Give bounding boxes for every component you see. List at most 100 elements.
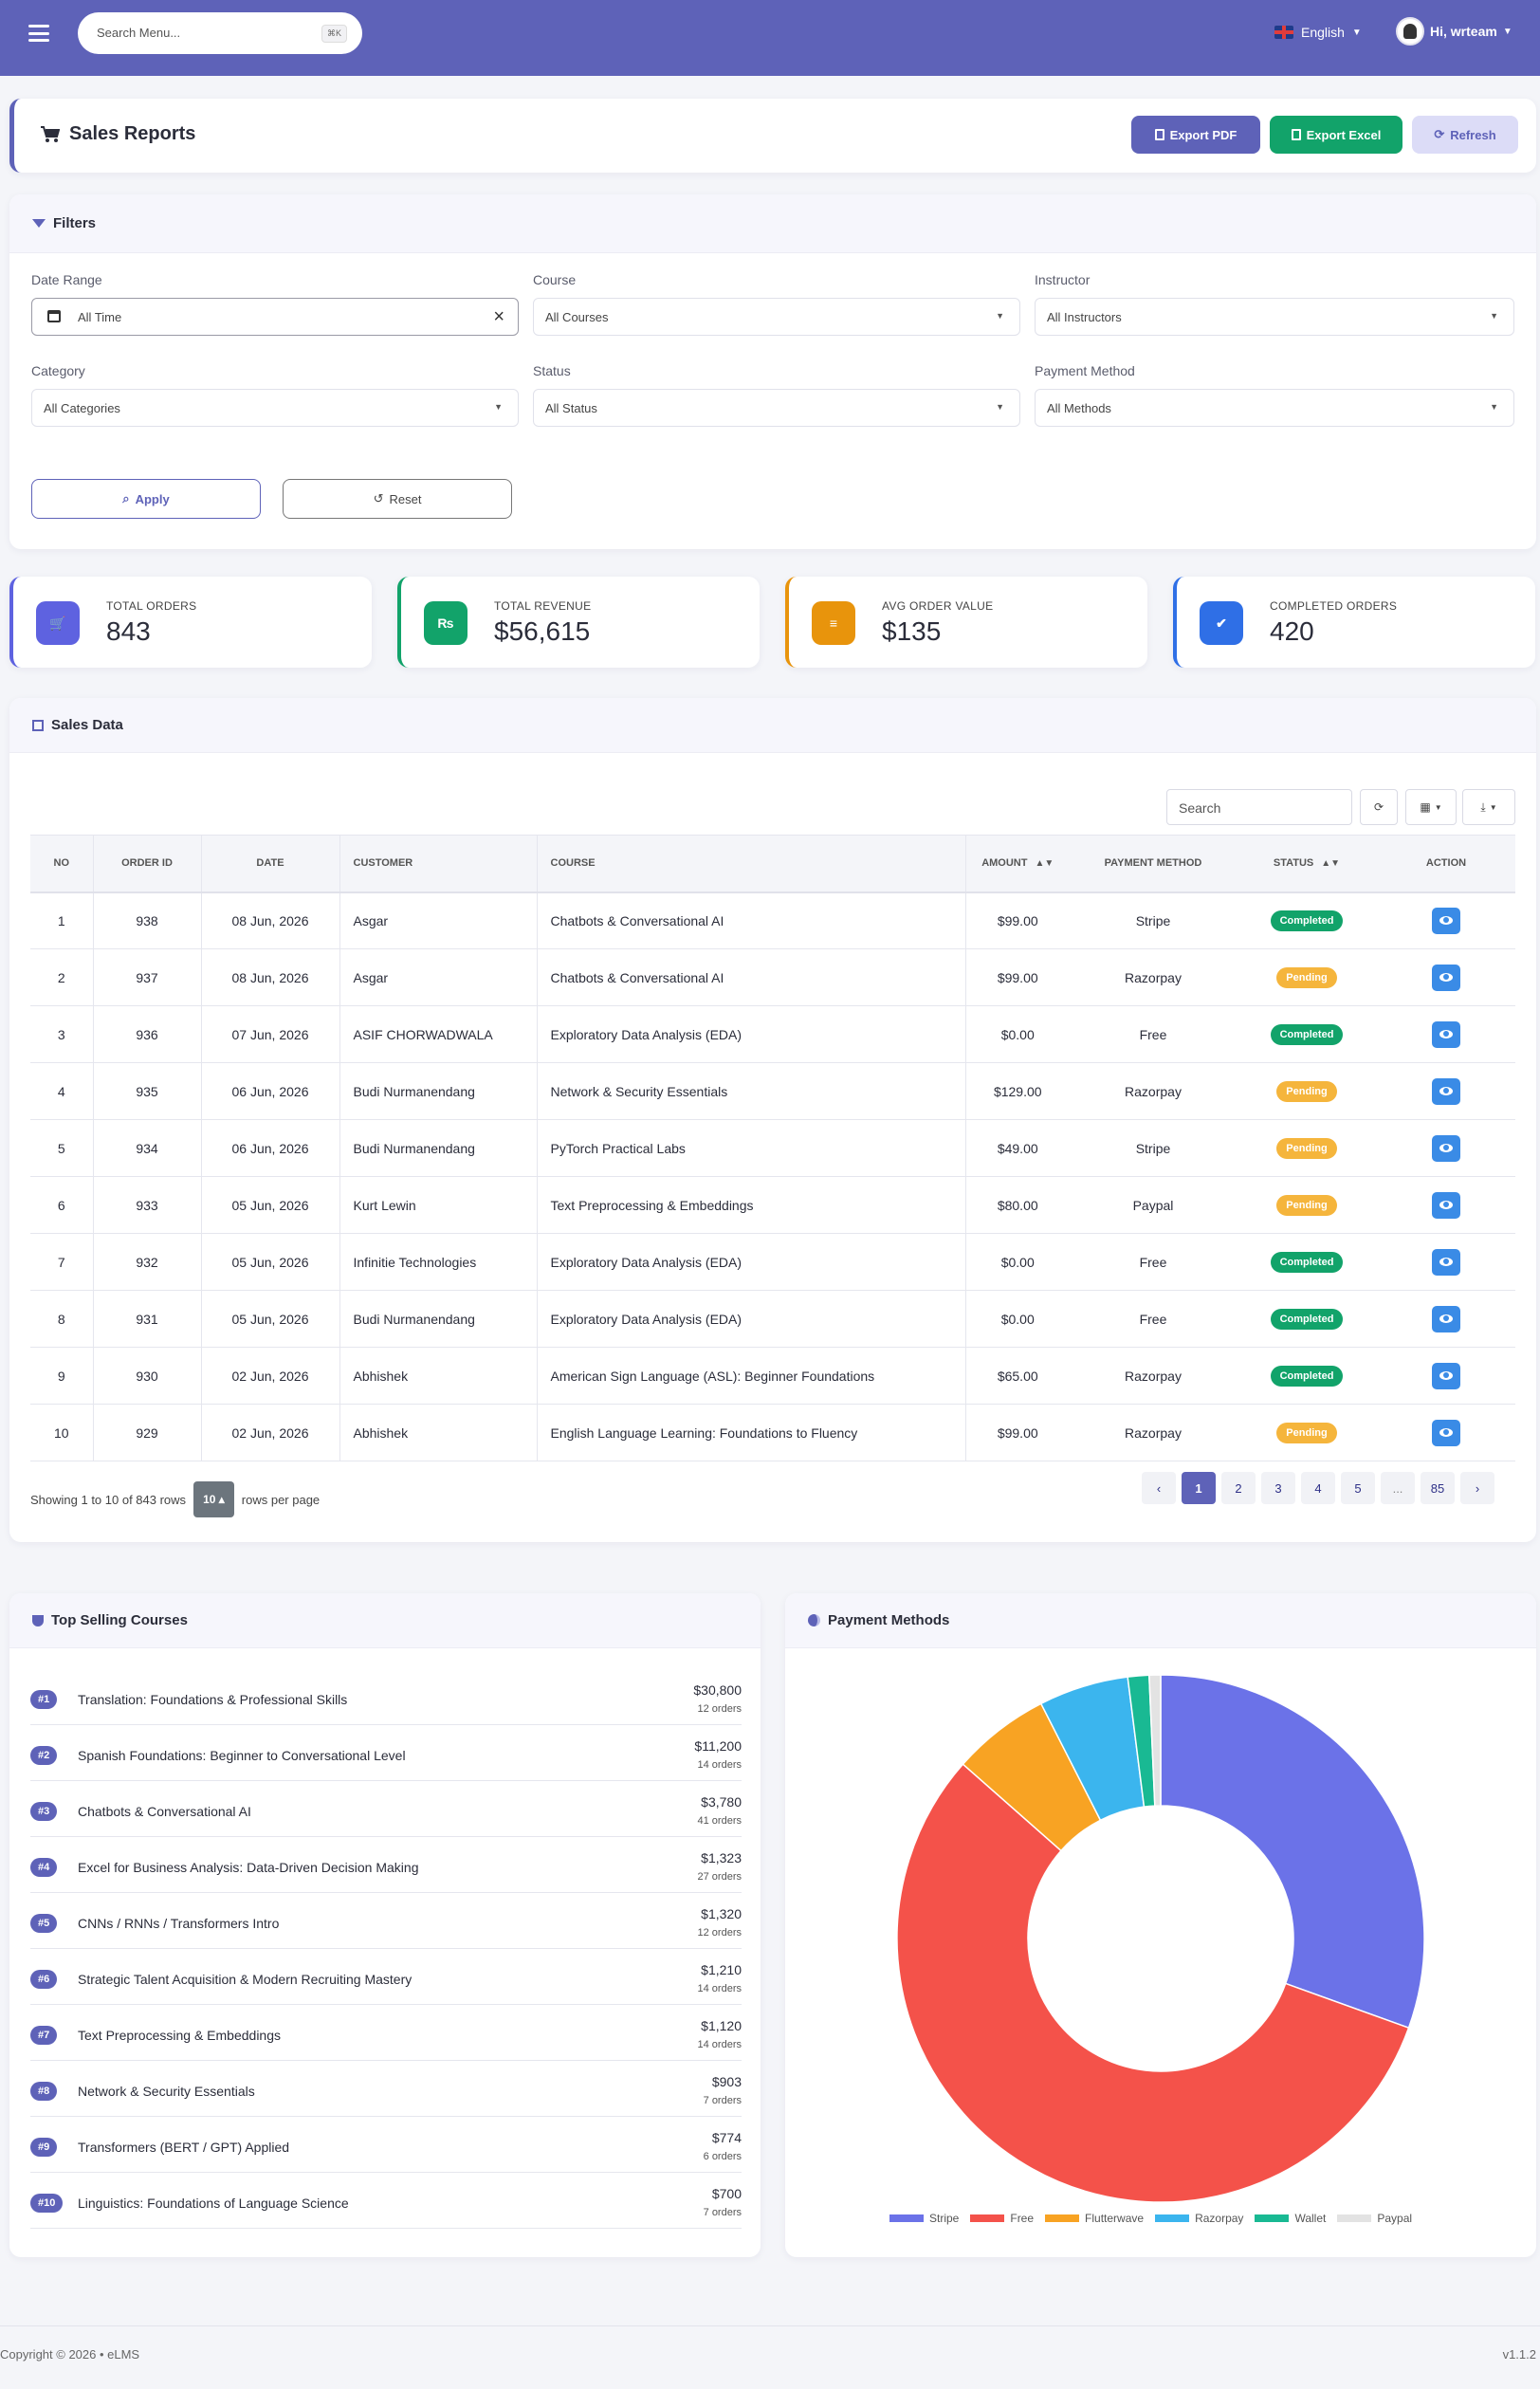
pie-slice-stripe[interactable]	[1160, 1674, 1425, 2030]
cell-date: 08 Jun, 2026	[200, 891, 339, 949]
per-page-select[interactable]: 10 ▴	[193, 1481, 234, 1517]
legend-item-wallet[interactable]: Wallet	[1255, 2212, 1326, 2225]
cell-status: Completed	[1237, 1347, 1377, 1405]
view-eye-icon[interactable]	[1432, 907, 1460, 934]
cell-no: 9	[30, 1347, 93, 1405]
instructor-label: Instructor	[1035, 272, 1091, 287]
table-search-input[interactable]: Search	[1166, 789, 1352, 825]
legend-item-flutterwave[interactable]: Flutterwave	[1045, 2212, 1144, 2225]
col-amount-label: AMOUNT	[981, 857, 1028, 870]
refresh-button[interactable]: ⟳ Refresh	[1412, 116, 1518, 154]
cell-status: Completed	[1237, 1290, 1377, 1348]
course-name: CNNs / RNNs / Transformers Intro	[78, 1916, 280, 1931]
view-eye-icon[interactable]	[1432, 964, 1460, 991]
menu-icon[interactable]	[28, 25, 49, 42]
page-button[interactable]: 2	[1221, 1472, 1256, 1504]
version-text: v1.1.2	[1502, 2347, 1536, 2361]
next-page-button[interactable]: ›	[1460, 1472, 1494, 1504]
col-status[interactable]: STATUS ▲▼	[1237, 835, 1377, 893]
export-pdf-button[interactable]: Export PDF	[1131, 116, 1260, 154]
page-button: ...	[1381, 1472, 1415, 1504]
apply-button[interactable]: ⌕ Apply	[31, 479, 261, 519]
export-pdf-label: Export PDF	[1169, 127, 1238, 142]
date-range-field[interactable]: All Time ×	[31, 298, 519, 336]
status-badge: Pending	[1276, 1194, 1337, 1216]
page-button[interactable]: 3	[1261, 1472, 1295, 1504]
menu-search-input[interactable]: Search Menu... ⌘K	[78, 12, 362, 54]
view-eye-icon[interactable]	[1432, 1362, 1460, 1389]
course-select[interactable]: All Courses ▼	[533, 298, 1020, 336]
cell-status: Pending	[1237, 1119, 1377, 1177]
col-amount[interactable]: AMOUNT ▲▼	[964, 835, 1070, 893]
view-eye-icon[interactable]	[1432, 1191, 1460, 1219]
page-button[interactable]: 1	[1182, 1472, 1216, 1504]
table-row: 10 929 02 Jun, 2026 Abhishek English Languag…	[30, 1404, 1515, 1461]
payment-methods-card: Payment Methods Stripe Free Flutterwave Raz…	[785, 1593, 1536, 2257]
course-orders: 6 orders	[703, 2151, 742, 2162]
page-button[interactable]: 85	[1421, 1472, 1455, 1504]
cell-action	[1377, 1290, 1515, 1348]
cell-order-id: 929	[92, 1404, 201, 1461]
payment-methods-title-text: Payment Methods	[828, 1612, 950, 1628]
legend-item-free[interactable]: Free	[970, 2212, 1034, 2225]
language-selector[interactable]: English ▼	[1274, 25, 1362, 40]
course-orders: 14 orders	[697, 1759, 742, 1771]
columns-toggle-button[interactable]: ▦ ▼	[1405, 789, 1457, 825]
refresh-label: Refresh	[1450, 127, 1496, 142]
cell-amount: $0.00	[964, 1005, 1070, 1063]
course-orders: 7 orders	[703, 2095, 742, 2106]
view-eye-icon[interactable]	[1432, 1077, 1460, 1105]
legend-swatch	[1045, 2214, 1080, 2222]
prev-page-button[interactable]: ‹	[1142, 1472, 1176, 1504]
category-label: Category	[31, 363, 85, 378]
view-eye-icon[interactable]	[1432, 1419, 1460, 1446]
legend-item-stripe[interactable]: Stripe	[889, 2212, 959, 2225]
col-order-id[interactable]: ORDER ID	[92, 835, 201, 893]
list-item: #1 Translation: Foundations & Professiona…	[30, 1669, 742, 1725]
page-button[interactable]: 5	[1341, 1472, 1375, 1504]
user-menu[interactable]: Hi, wrteam ▼	[1396, 17, 1512, 46]
payment-method-select[interactable]: All Methods ▼	[1035, 389, 1514, 427]
user-greeting: Hi, wrteam	[1430, 24, 1497, 39]
legend-item-razorpay[interactable]: Razorpay	[1155, 2212, 1243, 2225]
file-pdf-icon	[1154, 129, 1164, 140]
legend-label: Free	[1010, 2212, 1035, 2225]
reset-button[interactable]: ↺ Reset	[283, 479, 512, 519]
filters-header: Filters	[9, 194, 1536, 253]
payment-methods-donut-chart	[896, 1674, 1425, 2203]
legend-item-paypal[interactable]: Paypal	[1337, 2212, 1412, 2225]
rank-badge: #8	[30, 2082, 58, 2101]
col-customer[interactable]: CUSTOMER	[339, 835, 537, 893]
col-no[interactable]: NO	[30, 835, 93, 893]
course-revenue: $11,200	[694, 1738, 742, 1754]
filters-title: Filters	[32, 215, 96, 231]
view-eye-icon[interactable]	[1432, 1020, 1460, 1048]
cell-payment-method: Razorpay	[1070, 1062, 1237, 1120]
table-refresh-button[interactable]: ⟳	[1360, 789, 1398, 825]
category-select[interactable]: All Categories ▼	[31, 389, 519, 427]
cell-date: 02 Jun, 2026	[200, 1404, 339, 1461]
view-eye-icon[interactable]	[1432, 1248, 1460, 1276]
cell-amount: $65.00	[964, 1347, 1070, 1405]
cell-payment-method: Free	[1070, 1005, 1237, 1063]
col-course[interactable]: COURSE	[536, 835, 965, 893]
clear-icon[interactable]: ×	[493, 306, 504, 327]
course-revenue: $1,323	[701, 1850, 742, 1865]
instructor-select[interactable]: All Instructors ▼	[1035, 298, 1514, 336]
view-eye-icon[interactable]	[1432, 1134, 1460, 1162]
export-excel-button[interactable]: Export Excel	[1270, 116, 1402, 154]
status-select[interactable]: All Status ▼	[533, 389, 1020, 427]
cell-customer: ASIF CHORWADWALA	[339, 1005, 537, 1063]
col-date[interactable]: DATE	[200, 835, 339, 893]
page-button[interactable]: 4	[1301, 1472, 1335, 1504]
payment-methods-header: Payment Methods	[785, 1593, 1536, 1648]
status-badge: Completed	[1270, 1251, 1344, 1273]
view-eye-icon[interactable]	[1432, 1305, 1460, 1332]
payment-method-value: All Methods	[1047, 401, 1111, 415]
stat-value: $135	[882, 616, 942, 646]
pie-slice-free[interactable]	[896, 1763, 1410, 2203]
pie-slice-paypal[interactable]	[1147, 1674, 1162, 1807]
chevron-down-icon: ▼	[996, 311, 1004, 321]
table-export-button[interactable]: ⤓ ▼	[1462, 789, 1515, 825]
col-payment-method[interactable]: PAYMENT METHOD	[1070, 835, 1237, 893]
